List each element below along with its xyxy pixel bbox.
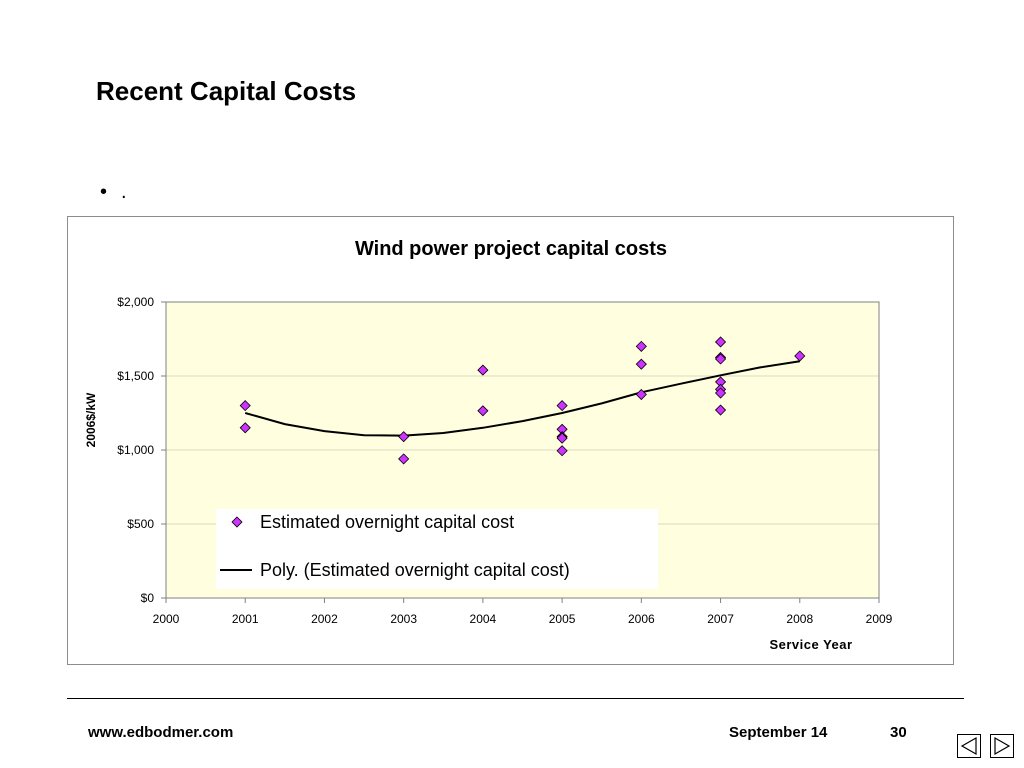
y-tick-label: $1,000 bbox=[117, 443, 154, 457]
data-point bbox=[635, 358, 647, 370]
legend-label-trendline: Poly. (Estimated overnight capital cost) bbox=[260, 560, 570, 580]
footer-date: September 14 bbox=[729, 724, 828, 741]
x-tick-label: 2006 bbox=[628, 612, 655, 626]
x-tick-label: 2003 bbox=[390, 612, 417, 626]
triangle-right-icon bbox=[994, 736, 1011, 756]
x-tick-label: 2004 bbox=[470, 612, 497, 626]
data-point bbox=[714, 353, 727, 365]
data-point bbox=[635, 340, 647, 352]
bullet-glyph: • bbox=[100, 181, 108, 203]
chart-title: Wind power project capital costs bbox=[355, 238, 667, 260]
legend-label-scatter: Estimated overnight capital cost bbox=[260, 512, 514, 532]
y-tick-label: $0 bbox=[141, 591, 155, 605]
x-tick-label: 2001 bbox=[232, 612, 259, 626]
data-point bbox=[239, 400, 251, 412]
x-tick-label: 2007 bbox=[707, 612, 734, 626]
bullet-text: . bbox=[121, 181, 127, 203]
data-point bbox=[556, 432, 568, 444]
data-point bbox=[477, 364, 489, 376]
footer-divider bbox=[67, 698, 964, 699]
data-point bbox=[556, 400, 568, 412]
data-point bbox=[714, 387, 727, 399]
bullet-item: •. bbox=[100, 181, 127, 204]
y-tick-label: $2,000 bbox=[117, 295, 154, 309]
chart-frame: Wind power project capital costs $0 $500 $1… bbox=[67, 216, 954, 665]
x-tick-label: 2005 bbox=[549, 612, 576, 626]
data-point bbox=[398, 431, 410, 443]
data-point bbox=[398, 453, 410, 465]
y-tick-label: $1,500 bbox=[117, 369, 154, 383]
y-tick-label: $500 bbox=[127, 517, 154, 531]
slide-title: Recent Capital Costs bbox=[96, 76, 357, 106]
x-axis-label: Service Year bbox=[769, 637, 852, 652]
next-slide-button[interactable] bbox=[990, 734, 1014, 758]
data-point bbox=[239, 422, 251, 434]
footer-url: www.edbodmer.com bbox=[88, 724, 234, 741]
previous-slide-button[interactable] bbox=[957, 734, 981, 758]
data-point bbox=[714, 336, 727, 348]
data-point bbox=[794, 350, 806, 362]
y-axis-label: 2006$/kW bbox=[84, 392, 98, 447]
x-tick-label: 2008 bbox=[786, 612, 813, 626]
x-tick-label: 2009 bbox=[866, 612, 893, 626]
x-tick-label: 2000 bbox=[153, 612, 180, 626]
data-point bbox=[714, 404, 727, 416]
legend-box bbox=[216, 509, 658, 589]
trendline bbox=[244, 360, 800, 437]
data-point bbox=[635, 388, 647, 401]
data-point bbox=[477, 405, 489, 417]
legend-marker-scatter bbox=[231, 516, 243, 528]
scatter-chart: Wind power project capital costs $0 $500 $1… bbox=[84, 238, 893, 652]
data-point bbox=[556, 445, 568, 457]
x-tick-label: 2002 bbox=[311, 612, 338, 626]
page-number: 30 bbox=[890, 724, 907, 741]
triangle-left-icon bbox=[960, 736, 977, 756]
